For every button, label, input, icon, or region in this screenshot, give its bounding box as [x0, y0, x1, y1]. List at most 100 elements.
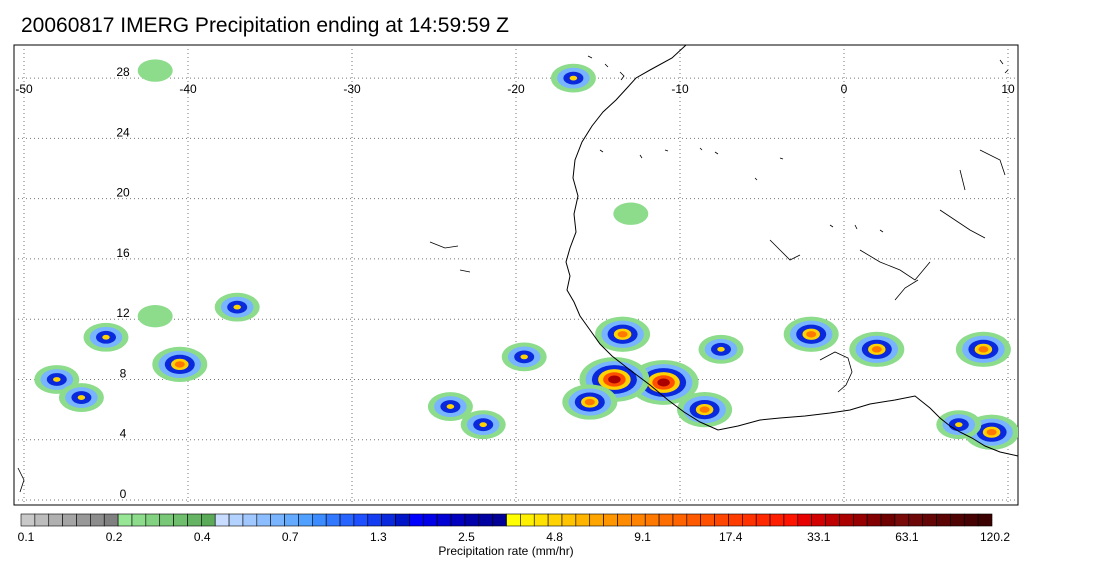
colorbar-swatch	[353, 513, 369, 527]
colorbar-swatch	[464, 513, 480, 527]
colorbar-swatch	[131, 513, 147, 527]
colorbar-swatch	[672, 513, 688, 527]
colorbar-swatch	[450, 513, 466, 527]
latitude-label: 12	[116, 306, 130, 320]
colorbar-swatch	[395, 513, 410, 527]
colorbar-swatch	[644, 513, 660, 527]
colorbar-swatch	[589, 513, 604, 527]
longitude-label: -40	[179, 82, 197, 96]
colorbar-swatch	[839, 513, 854, 527]
latitude-label: 16	[116, 246, 130, 260]
west-africa-coastline	[565, 45, 1018, 457]
colorbar-swatch	[547, 513, 563, 527]
colorbar-tick: 120.2	[980, 530, 1010, 544]
colorbar-swatch	[34, 513, 50, 527]
colorbar-swatch	[159, 513, 174, 527]
latitude-label: 24	[116, 125, 130, 139]
colorbar-swatch	[48, 513, 63, 527]
colorbar-swatch	[769, 513, 785, 527]
colorbar-swatch	[700, 513, 715, 527]
colorbar-swatch	[575, 513, 591, 527]
longitude-label: -10	[671, 82, 689, 96]
colorbar-swatch	[520, 513, 535, 527]
latitude-label: 4	[120, 427, 127, 441]
colorbar-swatch	[478, 513, 493, 527]
colorbar-swatch	[811, 513, 826, 527]
colorbar-swatch	[755, 513, 771, 527]
colorbar-swatch	[76, 513, 91, 527]
longitude-label: -20	[507, 82, 525, 96]
island-dots	[587, 55, 1009, 233]
colorbar-swatch	[797, 513, 812, 527]
coastline	[17, 45, 1018, 493]
colorbar-swatch	[214, 513, 230, 527]
colorbar-swatch	[270, 513, 285, 527]
colorbar-swatch	[714, 513, 729, 527]
colorbar-swatches	[20, 513, 993, 527]
precip-cell	[677, 392, 733, 428]
colorbar-tick: 0.4	[194, 530, 211, 544]
colorbar-swatch	[242, 513, 258, 527]
colorbar-swatch	[325, 513, 341, 527]
colorbar-tick: 0.2	[106, 530, 123, 544]
colorbar-tick-labels: 0.1 0.2 0.4 0.7 1.3 2.5 4.8 9.1 17.4 33.1 63.1 120.…	[18, 530, 1011, 544]
colorbar-swatch	[436, 513, 452, 527]
longitude-label: -30	[343, 82, 361, 96]
colorbar-tick: 33.1	[807, 530, 831, 544]
longitude-label: -50	[15, 82, 33, 96]
colorbar-swatch	[852, 513, 868, 527]
precip-cell	[137, 304, 173, 328]
precip-cell	[562, 384, 618, 420]
precip-cell	[595, 316, 651, 352]
colorbar-swatch	[506, 513, 521, 527]
colorbar-swatch	[894, 513, 910, 527]
colorbar-swatch	[922, 513, 937, 527]
longitude-label: 10	[1001, 82, 1015, 96]
map-title: 20060817 IMERG Precipitation ending at 1…	[21, 14, 509, 37]
latitude-label: 28	[116, 65, 130, 79]
colorbar-swatch	[422, 513, 438, 527]
colorbar-swatch	[103, 513, 119, 527]
colorbar-swatch	[963, 513, 979, 527]
colorbar-tick: 2.5	[458, 530, 475, 544]
colorbar-swatch	[381, 513, 396, 527]
latitude-labels: 0 4 8 12 16 20 24 28	[116, 65, 130, 501]
coast-detail	[17, 149, 1006, 493]
colorbar-tick: 9.1	[634, 530, 651, 544]
colorbar-swatch	[201, 513, 216, 527]
precip-cell	[955, 331, 1011, 367]
colorbar-swatch	[742, 513, 757, 527]
colorbar-swatch	[880, 513, 896, 527]
colorbar-swatch	[658, 513, 674, 527]
latitude-label: 8	[120, 366, 127, 380]
precip-cell	[427, 392, 473, 421]
lat-lon-grid	[14, 45, 1018, 505]
precipitation-field	[34, 59, 1018, 450]
colorbar-tick: 63.1	[895, 530, 919, 544]
colorbar-swatch	[228, 513, 244, 527]
colorbar-label: Precipitation rate (mm/hr)	[438, 544, 573, 558]
colorbar-swatch	[367, 513, 382, 527]
longitude-labels: -50 -40 -30 -20 -10 0 10	[15, 82, 1015, 96]
colorbar-swatch	[603, 513, 618, 527]
colorbar-swatch	[908, 513, 923, 527]
precip-cell	[698, 334, 744, 364]
precip-cell	[501, 342, 547, 372]
precip-cell	[550, 63, 596, 93]
colorbar-swatch	[90, 513, 105, 527]
colorbar-swatch	[311, 513, 327, 527]
colorbar-swatch	[187, 513, 202, 527]
colorbar-swatch	[728, 513, 743, 527]
colorbar-swatch	[533, 513, 549, 527]
colorbar-swatch	[866, 513, 882, 527]
precip-cell	[849, 331, 905, 367]
precip-cell	[460, 410, 506, 440]
colorbar-swatch	[409, 513, 424, 527]
colorbar-tick: 0.7	[282, 530, 299, 544]
colorbar-swatch	[298, 513, 313, 527]
precip-cell	[214, 292, 260, 322]
colorbar-swatch	[950, 513, 965, 527]
precip-cell	[936, 410, 982, 440]
colorbar-swatch	[936, 513, 951, 527]
